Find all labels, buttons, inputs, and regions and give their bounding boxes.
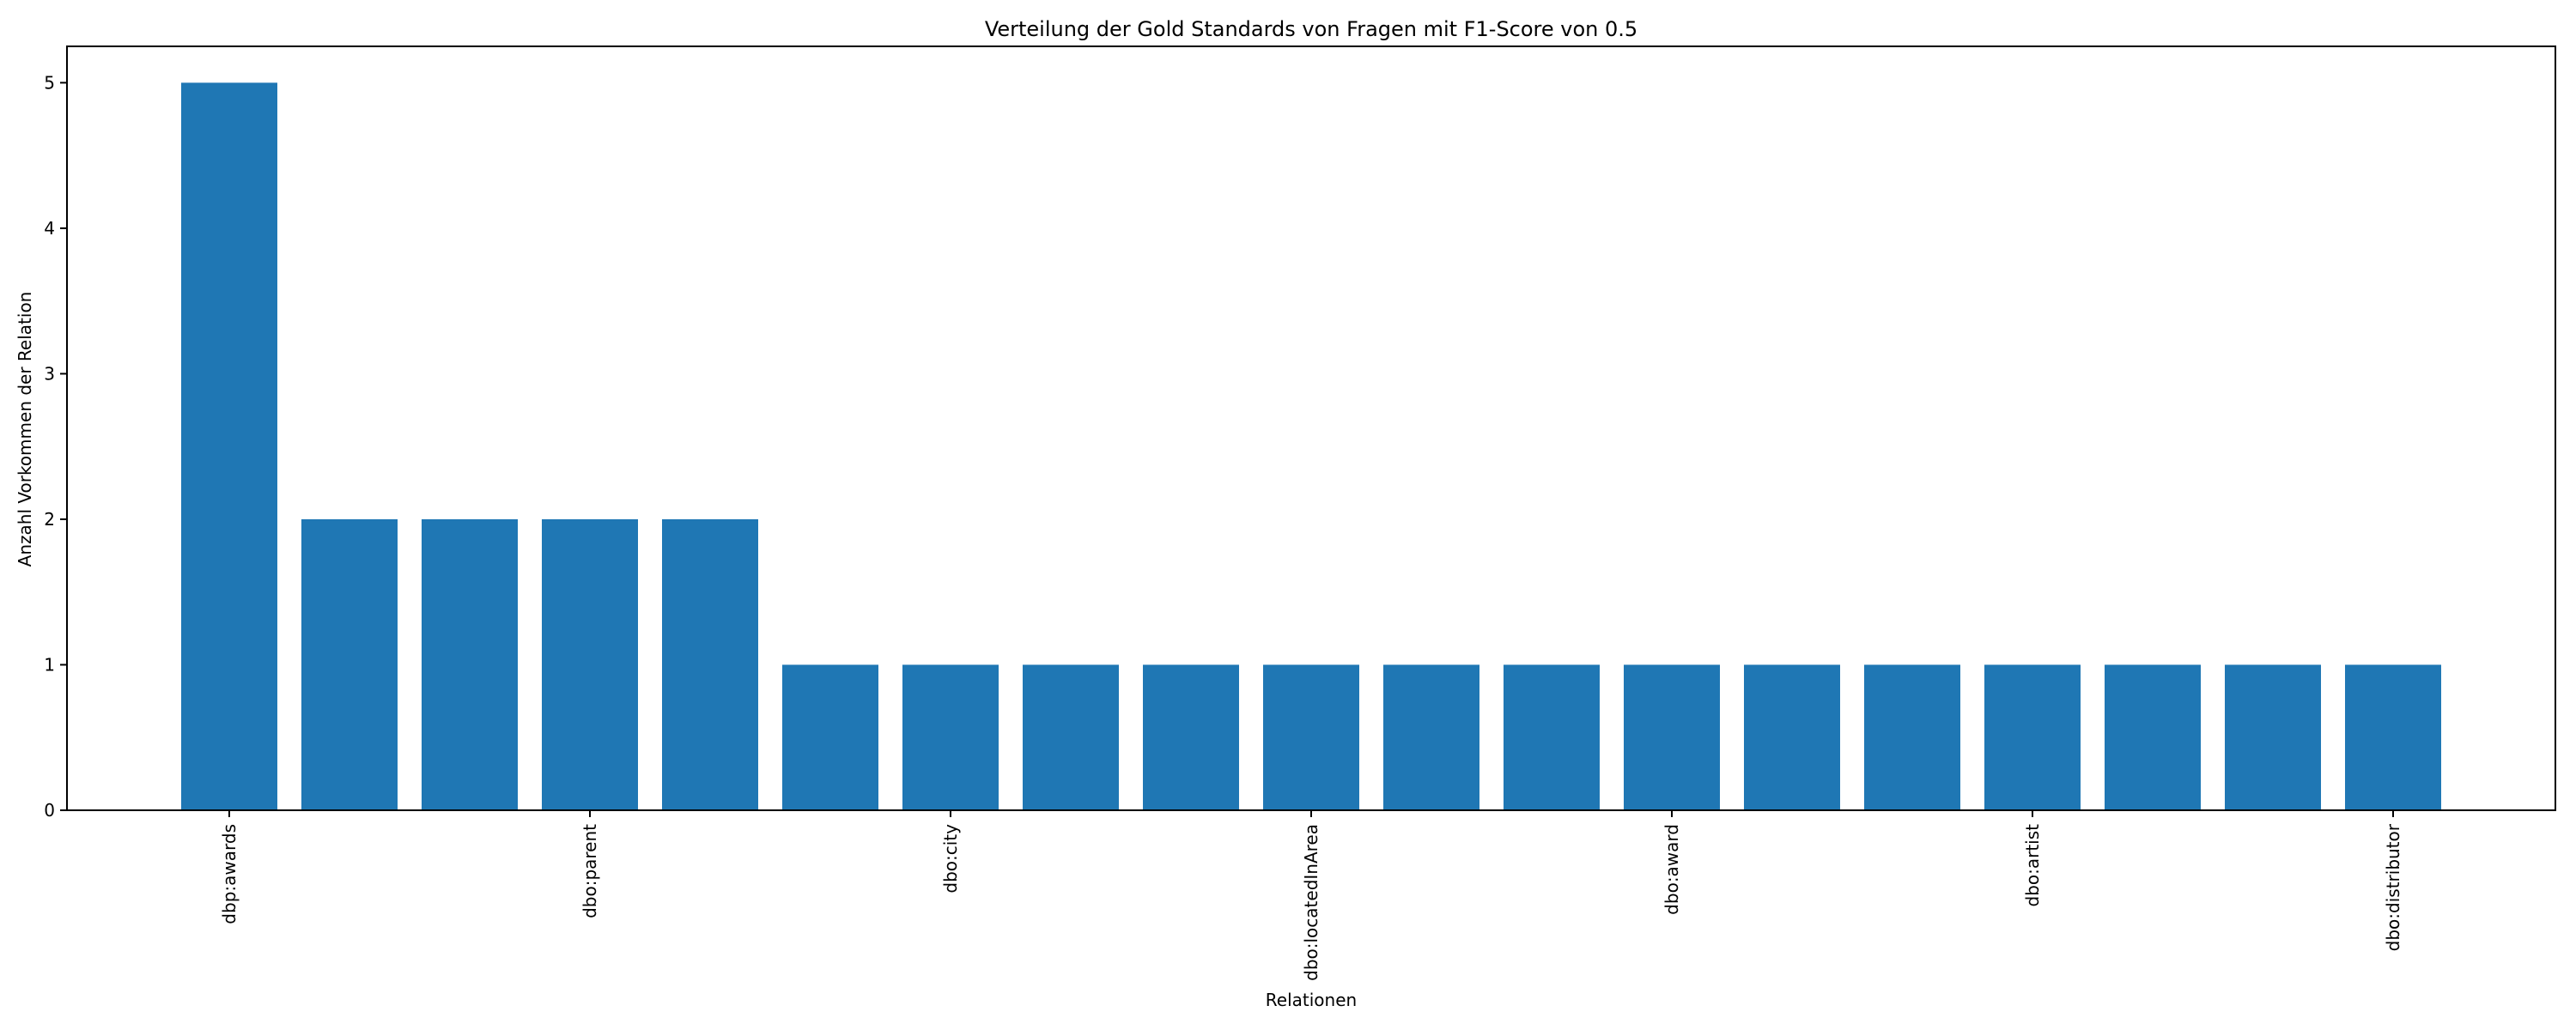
bar-14 (1864, 664, 1960, 810)
bars (181, 82, 2441, 810)
bar-7 (1023, 664, 1119, 810)
x-tick-label: dbo:parent (580, 824, 600, 918)
x-tick-label: dbo:distributor (2383, 823, 2403, 951)
x-tick-label: dbo:locatedInArea (1301, 824, 1321, 981)
y-tick-label: 4 (44, 218, 55, 239)
y-tick-label: 0 (44, 800, 55, 821)
bar-8 (1143, 664, 1239, 810)
y-axis-label: Anzahl Vorkommen der Relation (15, 292, 35, 567)
y-tick-label: 2 (44, 509, 55, 530)
plot-frame (66, 45, 2556, 811)
bar-2 (422, 518, 518, 810)
bar-10 (1383, 664, 1479, 810)
bar-13 (1744, 664, 1840, 810)
x-tick-label: dbo:city (940, 824, 961, 894)
bar-6 (902, 664, 999, 810)
x-tick-label: dbo:artist (2022, 824, 2043, 907)
bar-1 (301, 518, 398, 810)
x-tick-label: dbo:award (1662, 824, 1682, 915)
bar-15 (1984, 664, 2081, 810)
y-tick-label: 1 (44, 654, 55, 675)
bar-3 (542, 518, 638, 810)
bar-4 (662, 518, 758, 810)
y-tick-label: 5 (44, 72, 55, 93)
y-axis-ticks: 0 1 2 3 4 5 (44, 72, 67, 821)
x-tick-label: dbp:awards (219, 824, 240, 924)
x-axis-ticks: dbp:awards dbo:parent dbo:city dbo:locatedI… (219, 810, 2403, 981)
bar-16 (2105, 664, 2201, 810)
bar-9 (1263, 664, 1359, 810)
bar-17 (2225, 664, 2321, 810)
bar-0 (181, 82, 277, 810)
y-tick-label: 3 (44, 363, 55, 384)
bar-5 (782, 664, 878, 810)
bar-18 (2345, 664, 2441, 810)
bar-12 (1624, 664, 1720, 810)
x-axis-label: Relationen (1266, 990, 1357, 1010)
chart-title: Verteilung der Gold Standards von Fragen… (985, 17, 1637, 41)
bar-11 (1504, 664, 1600, 810)
